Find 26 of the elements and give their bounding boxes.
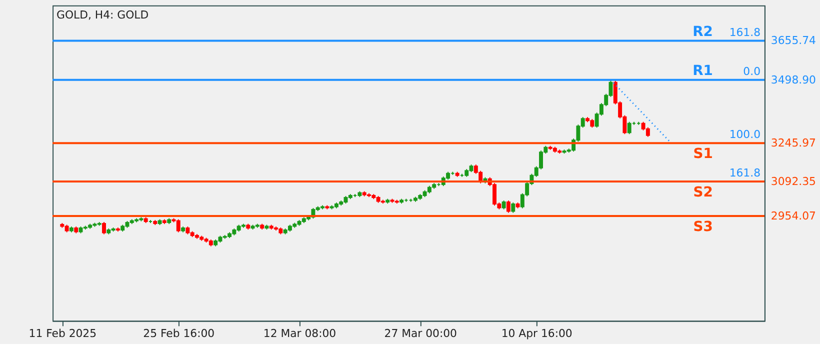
y-tick-label: 3498.90 xyxy=(770,73,816,86)
y-tick-label: 2954.07 xyxy=(770,209,816,222)
y-tick-label: 3245.97 xyxy=(770,136,816,150)
chart-title: GOLD, H4: GOLD xyxy=(56,8,149,22)
y-tick-label: 3092.35 xyxy=(770,174,816,188)
ref-line-label: R1 xyxy=(692,62,713,79)
x-tick-label: 25 Feb 16:00 xyxy=(143,327,215,340)
candlestick xyxy=(102,222,106,235)
candlestick xyxy=(627,121,632,135)
annotation: 161.8 xyxy=(729,26,761,39)
ref-line-label: S1 xyxy=(693,146,713,162)
candlestick xyxy=(511,202,516,214)
ref-line-label: S3 xyxy=(693,218,713,235)
annotation: 0.0 xyxy=(743,64,761,78)
ref-line-label: S2 xyxy=(693,184,713,200)
candlestick xyxy=(176,218,180,233)
annotation: 100.0 xyxy=(729,128,761,142)
x-tick-label: 11 Feb 2025 xyxy=(28,327,97,340)
candlestick xyxy=(506,200,510,214)
candlestick xyxy=(646,126,650,138)
x-tick-label: 12 Mar 08:00 xyxy=(263,327,336,340)
x-tick-label: 10 Apr 16:00 xyxy=(501,327,572,340)
annotation: 161.8 xyxy=(729,166,761,180)
x-tick-label: 27 Mar 00:00 xyxy=(384,327,458,340)
ref-line-label: R2 xyxy=(692,24,713,40)
y-tick-label: 3655.74 xyxy=(770,34,816,48)
